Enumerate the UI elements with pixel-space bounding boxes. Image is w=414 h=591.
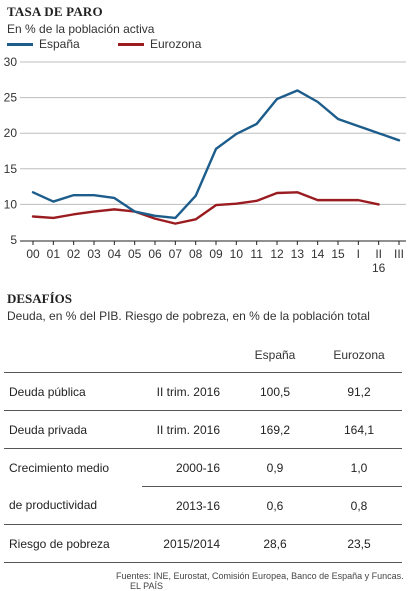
row-label: Riesgo de pobreza [4,524,142,563]
header-cell [4,338,142,373]
table-title: DESAFÍOS [7,291,73,306]
legend-item-eurozona: Eurozona [118,37,201,51]
y-tick-label: 10 [4,197,18,211]
legend-swatch-espana [7,42,33,46]
table-header-row: España Eurozona [4,338,402,373]
challenges-table: España Eurozona Deuda pública II trim. 2… [4,338,402,563]
value-eurozona: 91,2 [316,372,402,411]
row-period: II trim. 2016 [142,372,234,411]
line-chart: 5 10 15 20 25 30 00 01 02 03 04 05 06 07 08 09 10 11 12 13 1… [4,55,406,275]
row-label: Deuda privada [4,410,142,449]
legend-label-espana: España [39,37,80,51]
table-row: Deuda privada II trim. 2016 169,2 164,1 [4,410,402,449]
row-label: de productividad [9,498,98,513]
value-eurozona: 23,5 [316,524,402,563]
value-espana: 100,5 [234,372,316,411]
header-cell [142,338,234,373]
x-tick-label: 06 [148,247,162,261]
value-espana: 28,6 [234,524,316,563]
series-line-espana [31,89,401,220]
x-tick-label: 11 [250,247,263,261]
x-tick-label: 13 [291,247,305,261]
value-espana: 0,9 [234,448,316,487]
x-tick-label: 08 [189,247,203,261]
x-tick-label: 04 [108,247,122,261]
x-tick-label: I [357,247,360,261]
x-tick-label: 05 [128,247,142,261]
table-row: Deuda pública II trim. 2016 100,5 91,2 [4,372,402,411]
x-tick-label: 02 [67,247,81,261]
row-label: Deuda pública [4,372,142,411]
value-eurozona: 1,0 [316,448,402,487]
x-tick-label: 15 [331,247,345,261]
legend-label-eurozona: Eurozona [150,37,202,51]
row-period: 2000-16 [142,448,234,487]
table-subtitle: Deuda, en % del PIB. Riesgo de pobreza, … [7,309,370,323]
x-tick-label: 03 [87,247,101,261]
x-tick-label: 10 [230,247,244,261]
y-tick-label: 25 [4,91,18,105]
row-label: Crecimiento medio [4,448,142,487]
table-row: Riesgo de pobreza 2015/2014 28,6 23,5 [4,524,402,563]
table-row: Crecimiento medio 2000-16 0,9 1,0 [4,448,402,487]
footer-brand: EL PAÍS [130,581,164,591]
x-tick-label: II [375,247,382,261]
row-period: II trim. 2016 [142,410,234,449]
row-period: 2015/2014 [142,524,234,563]
legend-item-espana: España [7,37,80,51]
x-tick-label: 00 [26,247,40,261]
table-row: de productividad 2013-16 0,6 0,8 [4,486,402,525]
row-period: 2013-16 [142,486,234,525]
series-line-eurozona [31,191,380,225]
x-tick-sublabel: 16 [372,261,386,275]
footer-sources: Fuentes: INE, Eurostat, Comisión Europea… [116,571,404,581]
footer: Fuentes: INE, Eurostat, Comisión Europea… [116,571,414,591]
y-tick-label: 30 [4,55,18,69]
x-tick-label: 01 [47,247,61,261]
y-tick-label: 15 [4,162,18,176]
chart-subtitle: En % de la población activa [7,22,155,36]
value-eurozona: 0,8 [316,486,402,525]
value-eurozona: 164,1 [316,410,402,449]
x-tick-label: 14 [311,247,325,261]
y-tick-label: 20 [4,126,18,140]
value-espana: 169,2 [234,410,316,449]
value-espana: 0,6 [234,486,316,525]
legend-swatch-eurozona [118,42,144,46]
x-tick-label: III [394,247,404,261]
x-tick-label: 07 [169,247,183,261]
x-tick-label: 12 [270,247,284,261]
y-tick-label: 5 [10,233,17,247]
x-tick-label: 09 [209,247,223,261]
chart-title: TASA DE PARO [7,4,103,19]
header-espana: España [254,348,296,362]
header-eurozona: Eurozona [333,348,385,362]
